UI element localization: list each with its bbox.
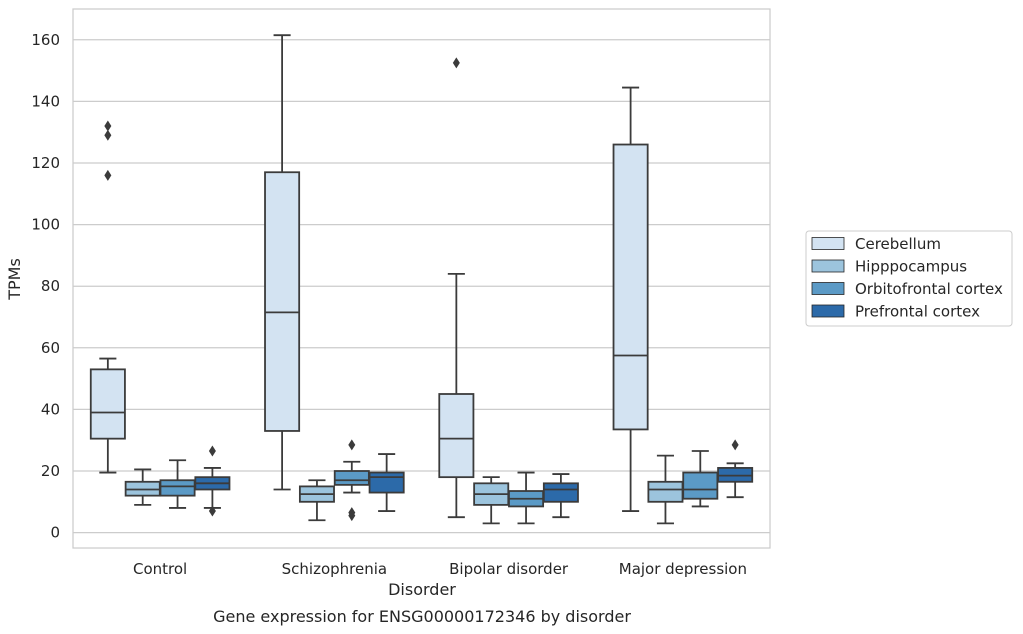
x-tick-label: Bipolar disorder [449,560,569,578]
box-orbitofrontal-cortex [159,459,196,509]
box-orbitofrontal-cortex [333,439,370,522]
legend-swatch [811,259,845,273]
outlier-point [104,129,112,141]
outlier-point [731,439,739,451]
box-hipppocampus [473,476,510,525]
y-axis-title: TPMs [5,258,24,301]
x-tick-label: Major depression [619,560,747,578]
box-orbitofrontal-cortex [508,471,545,525]
outlier-point [208,445,216,457]
plot-area-frame [72,8,771,549]
legend-label: Cerebellum [855,235,941,253]
y-tick-label: 60 [41,339,60,357]
legend: Cerebellum Hipppocampus Orbitofrontal cort… [805,230,1013,327]
box-prefrontal-cortex [368,453,405,512]
box-orbitofrontal-cortex [682,450,719,508]
legend-label: Orbitofrontal cortex [855,280,1003,298]
box-prefrontal-cortex [542,473,579,519]
box-body [333,470,370,486]
legend-swatch [811,237,845,250]
legend-swatch [811,304,845,318]
x-tick-label: Control [133,560,187,578]
legend-items: Cerebellum Hipppocampus Orbitofrontal cort… [811,235,1003,321]
box-cerebellum [612,86,649,512]
box-body [89,368,126,440]
box-hipppocampus [298,479,335,522]
x-axis-title: Disorder [388,580,456,599]
chart-caption: Gene expression for ENSG00000172346 by d… [213,607,631,626]
box-hipppocampus [124,468,161,506]
outlier-point [348,507,356,519]
box-body [682,471,719,500]
y-tick-label: 40 [41,400,60,418]
box-cerebellum [438,57,475,519]
y-tick-label: 120 [31,154,60,172]
legend-label: Prefrontal cortex [855,303,980,321]
box-body [159,479,196,497]
box-body [438,393,475,479]
outlier-point [208,505,216,517]
outlier-point [452,57,460,69]
legend-label: Hipppocampus [855,258,967,276]
y-tick-labels: 0 20 40 60 80 100 120 140 160 [31,31,60,542]
y-tick-label: 100 [31,216,60,234]
outlier-point [104,120,112,132]
box-groups [89,34,754,525]
box-body [542,482,579,503]
y-tick-label: 160 [31,31,60,49]
legend-swatch [811,282,845,295]
outlier-point [104,169,112,181]
y-tick-label: 140 [31,92,60,110]
box-body [264,171,301,432]
legend-frame [805,230,1013,327]
box-prefrontal-cortex [717,439,754,499]
grid-lines [73,39,770,534]
y-tick-label: 80 [41,277,60,295]
box-body [368,471,405,494]
x-tick-labels: Control Schizophrenia Bipolar disorder Majo… [133,560,747,578]
box-cerebellum [264,34,301,491]
box-prefrontal-cortex [194,445,231,517]
box-hipppocampus [647,454,684,525]
box-cerebellum [89,120,126,474]
box-body [612,143,649,431]
outlier-point [348,439,356,451]
y-tick-label: 20 [41,462,60,480]
y-tick-label: 0 [50,524,60,542]
box-body [647,480,684,503]
x-tick-label: Schizophrenia [282,560,387,578]
